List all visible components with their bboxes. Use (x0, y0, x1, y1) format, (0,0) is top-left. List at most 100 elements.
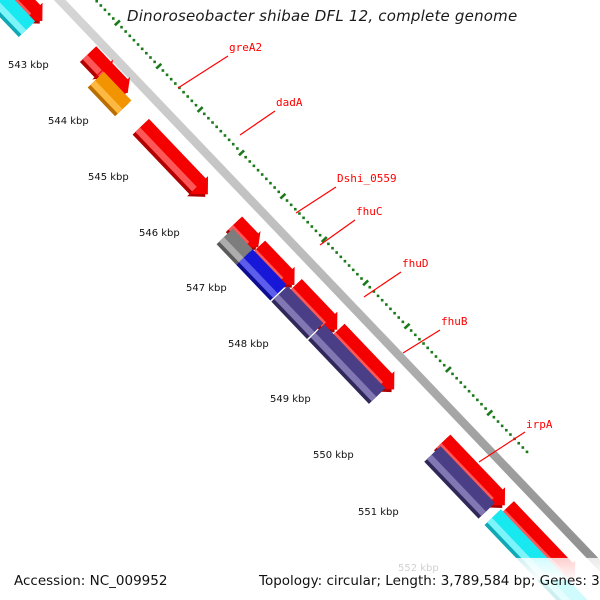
ruler-minor-tick-4-2 (289, 203, 293, 207)
ruler-minor-tick-4-9 (318, 233, 322, 237)
ruler-minor-tick-5-7 (351, 268, 355, 272)
ruler-minor-tick-1-8 (190, 99, 194, 103)
ruler-minor-tick-1-4 (174, 82, 177, 85)
ruler-minor-tick-7-1 (409, 329, 413, 332)
leader-line-fhuC (319, 219, 356, 246)
ruler-minor-tick-0-1 (120, 25, 123, 29)
ruler-minor-tick-3-2 (248, 160, 252, 163)
feature-red-548-body[interactable] (330, 323, 395, 390)
leader-line-irpA (478, 431, 526, 463)
ruler-minor-tick-lead-4 (99, 4, 103, 7)
fhuB-body[interactable] (310, 324, 386, 402)
gene-label-Dshi_0559[interactable]: Dshi_0559 (337, 172, 397, 185)
gene-label-fhuC[interactable]: fhuC (356, 205, 383, 218)
irpA-highlight (426, 454, 486, 516)
feature-fhuD[interactable] (271, 285, 324, 339)
ruler-major-tick-8 (444, 366, 452, 373)
gene-label-greA2[interactable]: greA2 (229, 41, 263, 54)
ruler-tick-label-544: 544 kbp (48, 116, 89, 127)
gene-label-fhuD[interactable]: fhuD (402, 257, 429, 270)
ruler-major-tick-5 (320, 236, 328, 243)
ruler-minor-tick-7-3 (418, 337, 421, 341)
feature-red-546a-body[interactable] (228, 216, 261, 249)
gene-label-irpA[interactable]: irpA (526, 418, 553, 431)
ruler-minor-tick-0-9 (153, 60, 156, 64)
ruler-minor-tick-8-1 (451, 372, 454, 376)
ruler-minor-tick-3-4 (256, 168, 260, 172)
ruler-minor-tick-3-8 (273, 186, 276, 189)
ruler-minor-tick-2-6 (223, 134, 227, 137)
ruler-minor-tick-3-1 (244, 155, 247, 159)
ruler-minor-tick-3-7 (269, 181, 272, 185)
feature-red-546b-body[interactable] (251, 240, 295, 286)
ruler-minor-tick-6-3 (376, 294, 380, 298)
ruler-minor-tick-9-1 (492, 415, 496, 419)
feature-Dshi_0559[interactable] (216, 228, 253, 265)
ruler-minor-tick-8-6 (471, 394, 475, 397)
irpA-body[interactable] (426, 446, 495, 517)
ruler-major-tick-0 (113, 19, 121, 27)
ruler-major-tick-9 (486, 409, 494, 417)
Dshi_0559-body[interactable] (219, 228, 253, 263)
greA2-body[interactable] (90, 71, 132, 114)
ruler-tick-label-543: 543 kbp (8, 60, 49, 71)
feature-red-547-body[interactable] (288, 279, 338, 330)
ruler-minor-tick-0-3 (128, 34, 132, 38)
ruler-minor-tick-5-1 (327, 242, 330, 246)
ruler-minor-tick-0-2 (124, 30, 127, 33)
ruler-minor-tick-2-2 (207, 116, 210, 120)
coordinate-ruler (95, 0, 529, 454)
ruler-minor-tick-8-8 (480, 402, 483, 406)
ruler-minor-tick-3-9 (277, 190, 281, 194)
ruler-minor-tick-9-2 (496, 420, 500, 423)
ruler-minor-tick-6-5 (385, 303, 388, 306)
dadA-body[interactable] (135, 118, 209, 195)
ruler-major-tick-2 (196, 106, 204, 113)
ruler-minor-tick-6-9 (401, 320, 405, 324)
ruler-minor-tick-7-7 (434, 355, 438, 358)
ruler-minor-tick-7-4 (422, 342, 425, 345)
fhuD-body[interactable] (273, 285, 324, 337)
ruler-minor-tick-3-6 (265, 177, 268, 181)
gene-label-fhuB[interactable]: fhuB (441, 315, 468, 328)
feature-greA2[interactable] (87, 71, 132, 117)
ruler-minor-tick-5-6 (347, 264, 351, 267)
ruler-minor-tick-6-4 (380, 298, 384, 302)
ruler-minor-tick-8-5 (467, 389, 471, 393)
ruler-minor-tick-lead-3 (103, 8, 107, 12)
feature-cyan-top-body[interactable] (0, 0, 36, 35)
ruler-minor-tick-8-2 (455, 376, 458, 380)
fhuC-body[interactable] (238, 249, 287, 298)
ruler-minor-tick-9-8 (521, 446, 525, 449)
ruler-tick-label-548: 548 kbp (228, 339, 269, 350)
ruler-minor-tick-2-7 (227, 138, 231, 142)
feature-fhuB[interactable] (308, 324, 386, 404)
ruler-major-tick-1 (155, 62, 163, 70)
ruler-minor-tick-4-3 (293, 207, 297, 211)
ruler-minor-tick-8-7 (476, 398, 479, 402)
ruler-minor-tick-7-6 (430, 350, 434, 354)
ruler-minor-tick-lead-5 (95, 0, 98, 3)
feature-fhuC[interactable] (236, 249, 287, 301)
ruler-minor-tick-1-7 (186, 95, 190, 98)
ruler-minor-tick-7-8 (438, 359, 442, 363)
ruler-minor-tick-0-4 (132, 38, 136, 42)
feature-feature-cyan-top[interactable] (0, 0, 36, 38)
ruler-minor-tick-9-7 (517, 441, 521, 445)
ruler-minor-tick-4-6 (306, 220, 310, 224)
ruler-minor-tick-5-5 (343, 259, 347, 263)
gene-label-dadA[interactable]: dadA (276, 96, 303, 109)
ruler-minor-tick-9-9 (525, 450, 529, 454)
dadA-highlight (135, 127, 197, 192)
ruler-minor-tick-2-9 (236, 147, 239, 150)
ruler-minor-tick-1-5 (178, 86, 181, 90)
ruler-minor-tick-4-5 (302, 216, 305, 220)
feature-dadA[interactable] (132, 118, 209, 197)
ruler-tick-label-551: 551 kbp (358, 507, 399, 518)
feature-red-543b-body[interactable] (97, 62, 131, 95)
feature-red-550-body[interactable] (436, 434, 506, 506)
ruler-major-tick-3 (238, 149, 245, 157)
feature-irpA[interactable] (424, 446, 495, 519)
